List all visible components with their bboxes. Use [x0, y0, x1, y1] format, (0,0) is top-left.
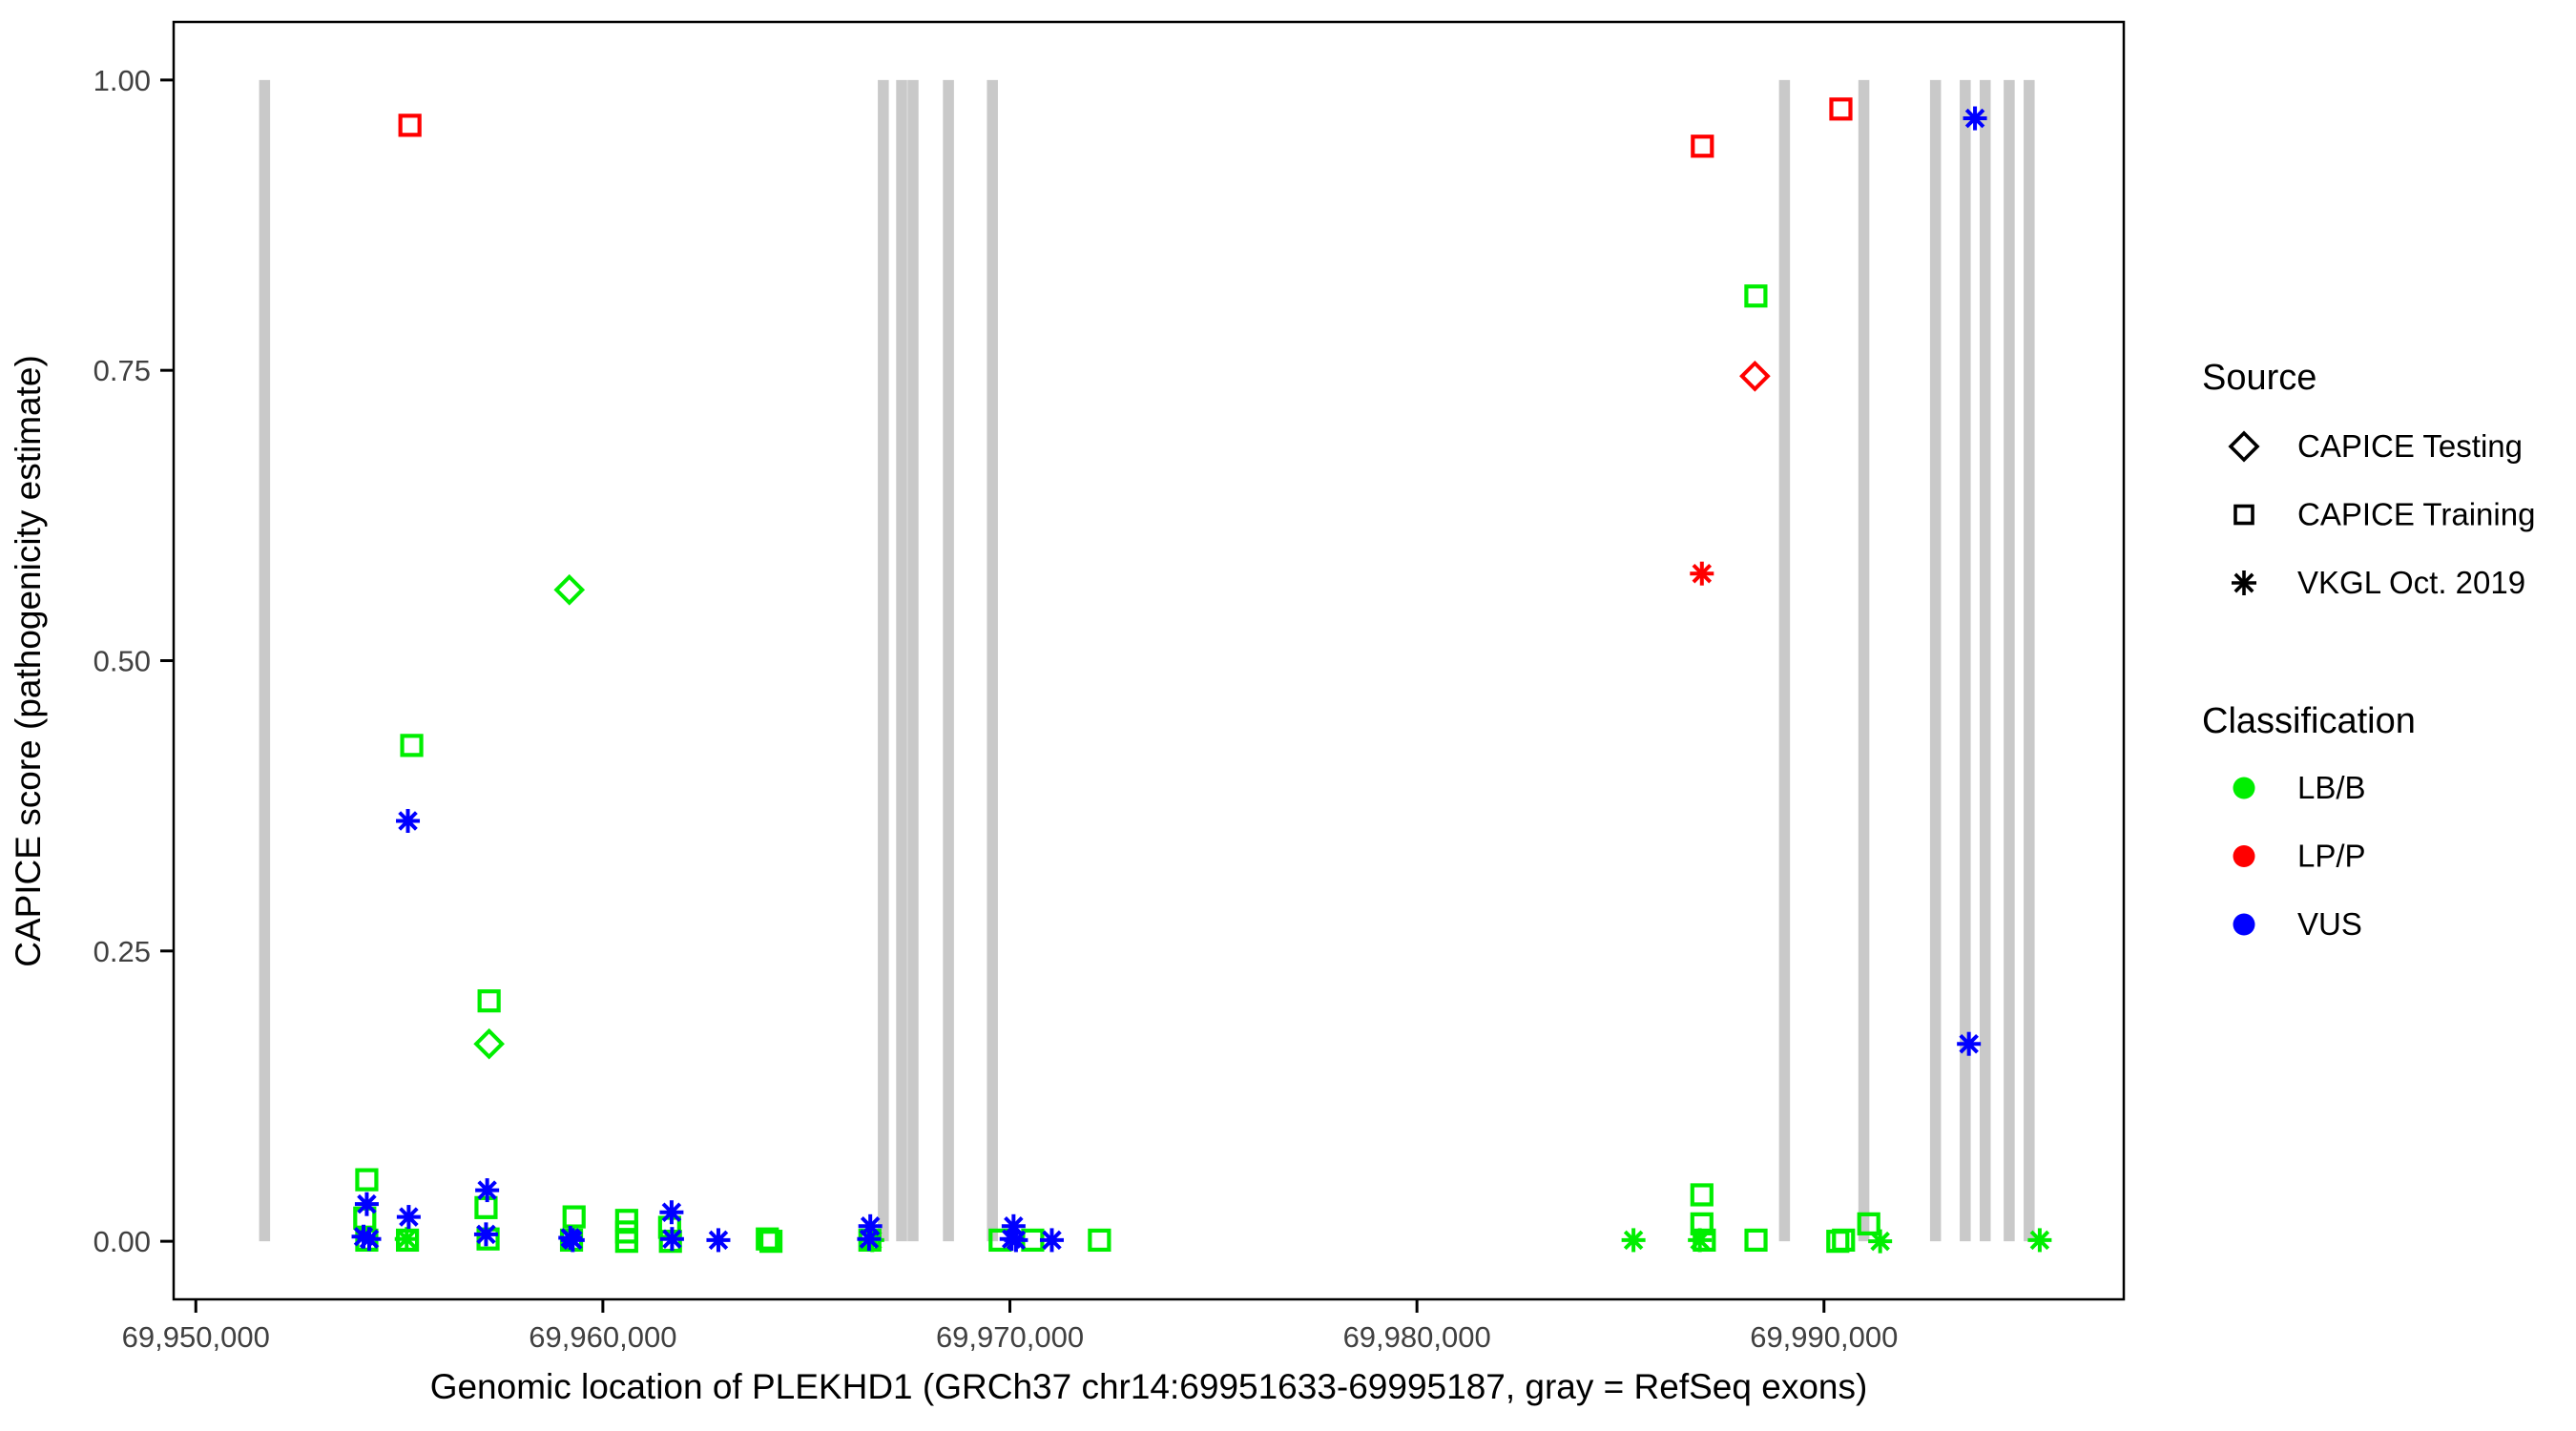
- point-asterisk: [1868, 1229, 1893, 1254]
- y-axis-title: CAPICE score (pathogenicity estimate): [9, 355, 48, 967]
- plot-panel-border: [172, 20, 2126, 1301]
- point-square: [1832, 1228, 1856, 1253]
- point-square: [355, 1168, 379, 1192]
- legend-source-items: CAPICE Testing CAPICE Training VKGL Oct. 2…: [2228, 428, 2535, 600]
- refseq-exon-bars: [259, 79, 2035, 1242]
- point-square: [398, 114, 422, 137]
- x-axis-ticks: 69,950,000 69,960,000 69,970,000 69,980,000…: [122, 1299, 1898, 1354]
- exon-bar: [1778, 79, 1791, 1242]
- y-axis-ticks: 0.00 0.25 0.50 0.75 1.00: [93, 64, 174, 1258]
- exon-bar: [896, 79, 907, 1242]
- point-square: [477, 989, 501, 1013]
- legend-source-title: Source: [2202, 358, 2316, 398]
- exon-bar: [1929, 79, 1942, 1242]
- point-asterisk: [560, 1228, 585, 1253]
- point-square: [1829, 97, 1853, 121]
- exon-bar: [1960, 79, 1971, 1242]
- y-tick-label: 0.25: [93, 935, 151, 968]
- point-asterisk: [396, 1205, 421, 1230]
- point-asterisk: [2027, 1228, 2052, 1253]
- point-square: [614, 1230, 638, 1254]
- point-asterisk: [659, 1227, 684, 1252]
- point-asterisk: [706, 1228, 731, 1253]
- point-square: [396, 1228, 420, 1253]
- point-square: [562, 1205, 586, 1229]
- legend-color-dot-icon: [2233, 845, 2255, 867]
- point-square: [614, 1209, 638, 1233]
- legend-classification-items: LB/B LP/P VUS: [2233, 770, 2366, 942]
- legend-classification-title: Classification: [2202, 701, 2416, 741]
- point-square: [756, 1227, 779, 1251]
- point-asterisk: [1039, 1228, 1064, 1253]
- point-square: [758, 1230, 783, 1254]
- point-diamond: [473, 1027, 505, 1060]
- point-asterisk: [396, 808, 421, 833]
- point-asterisk: [1690, 561, 1714, 586]
- legend-diamond-icon: [2228, 430, 2260, 463]
- exon-bar: [1979, 79, 1991, 1242]
- exon-bar: [2004, 79, 2015, 1242]
- point-asterisk: [1963, 106, 1987, 131]
- x-tick-label: 69,950,000: [122, 1320, 270, 1354]
- point-asterisk: [659, 1200, 684, 1225]
- point-asterisk: [475, 1178, 500, 1203]
- point-asterisk: [1957, 1031, 1982, 1056]
- point-diamond: [553, 573, 586, 606]
- x-tick-label: 69,970,000: [936, 1320, 1084, 1354]
- point-asterisk: [1004, 1228, 1028, 1253]
- x-tick-label: 69,990,000: [1750, 1320, 1898, 1354]
- point-asterisk: [473, 1222, 498, 1247]
- point-square: [1691, 135, 1714, 158]
- y-tick-label: 0.75: [93, 354, 151, 387]
- x-tick-label: 69,960,000: [529, 1320, 676, 1354]
- x-axis-title: Genomic location of PLEKHD1 (GRCh37 chr1…: [430, 1367, 1868, 1406]
- legend-source-label: CAPICE Testing: [2297, 428, 2523, 464]
- point-square: [400, 734, 424, 757]
- legend-color-dot-icon: [2233, 913, 2255, 936]
- point-square: [1693, 1228, 1716, 1253]
- legend-classification-label: VUS: [2297, 906, 2362, 942]
- point-asterisk: [354, 1192, 379, 1216]
- legend-color-dot-icon: [2233, 777, 2255, 799]
- exon-bar: [1858, 79, 1870, 1242]
- exon-bar: [2024, 79, 2035, 1242]
- point-square: [1690, 1183, 1714, 1207]
- data-points: [351, 97, 2052, 1254]
- legend-square-icon: [2233, 504, 2254, 526]
- point-square: [476, 1227, 500, 1251]
- exon-bar: [943, 79, 954, 1242]
- exon-bar: [259, 79, 271, 1242]
- point-diamond: [1739, 360, 1771, 392]
- legend-source-label: CAPICE Training: [2297, 497, 2535, 532]
- exon-bar: [907, 79, 919, 1242]
- exon-bar: [878, 79, 889, 1242]
- point-square: [1690, 1212, 1714, 1235]
- point-asterisk: [857, 1227, 882, 1252]
- legend-classification-label: LB/B: [2297, 770, 2366, 805]
- point-square: [1857, 1212, 1880, 1235]
- point-asterisk: [357, 1227, 382, 1252]
- exon-bar: [987, 79, 998, 1242]
- y-tick-label: 0.00: [93, 1225, 151, 1258]
- legend-source-label: VKGL Oct. 2019: [2297, 565, 2525, 600]
- x-tick-label: 69,980,000: [1343, 1320, 1491, 1354]
- point-asterisk: [1621, 1228, 1646, 1253]
- legend-asterisk-icon: [2232, 570, 2256, 595]
- y-tick-label: 0.50: [93, 645, 151, 678]
- legend-classification-label: LP/P: [2297, 839, 2366, 874]
- point-square: [1744, 1228, 1768, 1253]
- point-square: [1088, 1228, 1111, 1253]
- y-tick-label: 1.00: [93, 64, 151, 97]
- point-square: [1744, 284, 1768, 308]
